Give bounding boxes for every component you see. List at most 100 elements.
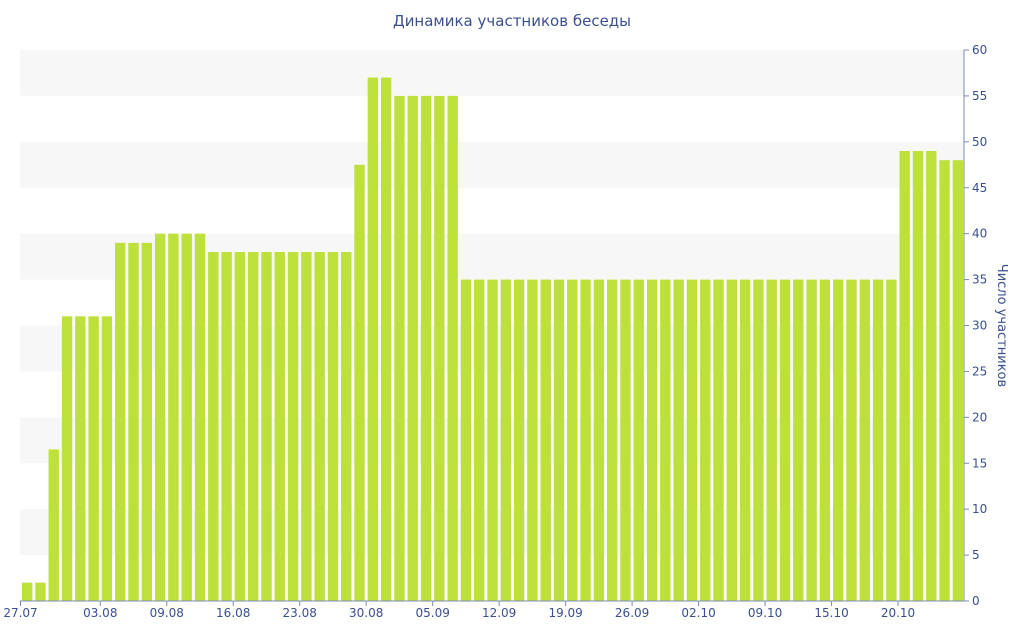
bar[interactable] (553, 279, 565, 601)
bars (21, 77, 964, 602)
bar[interactable] (779, 279, 791, 601)
bar[interactable] (168, 233, 179, 601)
bar[interactable] (141, 242, 152, 601)
bar[interactable] (567, 279, 578, 601)
bar[interactable] (912, 151, 924, 601)
y-tick-label: 30 (972, 319, 987, 333)
bar[interactable] (660, 279, 671, 601)
bar[interactable] (766, 279, 777, 601)
y-tick-label: 20 (972, 410, 987, 424)
bar[interactable] (739, 279, 751, 601)
bar[interactable] (367, 77, 379, 602)
y-tick-label: 25 (972, 364, 987, 378)
bar[interactable] (926, 151, 937, 601)
y-axis-ticks: 0 5 10 15 20 25 30 35 40 45 50 55 60 (964, 43, 987, 608)
bar[interactable] (540, 279, 551, 601)
bar[interactable] (620, 279, 631, 601)
bar[interactable] (806, 279, 817, 601)
x-tick-label: 09.08 (150, 606, 184, 620)
bar[interactable] (580, 279, 591, 601)
bar[interactable] (527, 279, 538, 601)
bar[interactable] (101, 316, 113, 601)
bar[interactable] (287, 252, 299, 602)
y-axis-label: Число участников (994, 264, 1009, 387)
bar[interactable] (434, 95, 445, 602)
bar[interactable] (327, 252, 339, 602)
bar[interactable] (593, 279, 605, 601)
bar[interactable] (21, 582, 33, 601)
bar[interactable] (939, 160, 950, 601)
bar[interactable] (394, 95, 405, 602)
bar[interactable] (633, 279, 644, 601)
bar[interactable] (380, 77, 392, 602)
bar[interactable] (208, 252, 219, 602)
bar[interactable] (247, 252, 259, 602)
bar[interactable] (500, 279, 511, 601)
x-tick-label: 03.08 (83, 606, 117, 620)
bar[interactable] (899, 151, 910, 601)
bar[interactable] (314, 252, 325, 602)
grid-band (20, 50, 964, 96)
bar[interactable] (886, 279, 897, 601)
bar[interactable] (447, 95, 458, 602)
x-tick-label: 05.09 (415, 606, 449, 620)
x-tick-label: 27.07 (3, 606, 37, 620)
bar[interactable] (88, 316, 99, 601)
bar[interactable] (48, 449, 59, 601)
bar[interactable] (154, 233, 166, 601)
chart-title: Динамика участников беседы (392, 12, 632, 30)
bar[interactable] (407, 95, 418, 602)
bar[interactable] (194, 233, 206, 601)
x-axis-ticks: 27.07 03.08 09.08 16.08 23.08 30.08 05.09 12.09… (3, 601, 915, 620)
bar[interactable] (487, 279, 498, 601)
bar[interactable] (128, 242, 139, 601)
y-tick-label: 60 (972, 43, 987, 57)
bar[interactable] (261, 252, 272, 602)
x-tick-label: 15.10 (814, 606, 848, 620)
y-tick-label: 5 (972, 548, 980, 562)
bar[interactable] (753, 279, 764, 601)
bar[interactable] (274, 252, 285, 602)
bar[interactable] (859, 279, 870, 601)
y-tick-label: 35 (972, 273, 987, 287)
bar[interactable] (420, 95, 432, 602)
x-tick-label: 30.08 (349, 606, 383, 620)
x-tick-label: 20.10 (881, 606, 915, 620)
bar[interactable] (700, 279, 711, 601)
x-tick-label: 19.09 (548, 606, 582, 620)
y-tick-label: 55 (972, 89, 987, 103)
bar[interactable] (606, 279, 618, 601)
bar[interactable] (646, 279, 658, 601)
bar[interactable] (952, 160, 964, 601)
x-tick-label: 16.08 (216, 606, 250, 620)
x-tick-label: 02.10 (681, 606, 715, 620)
bar[interactable] (354, 164, 365, 601)
bar[interactable] (846, 279, 857, 601)
bar[interactable] (819, 279, 831, 601)
y-tick-label: 15 (972, 456, 987, 470)
bar[interactable] (234, 252, 246, 602)
bar[interactable] (673, 279, 684, 601)
bar[interactable] (460, 279, 472, 601)
bar[interactable] (793, 279, 804, 601)
grid-band (20, 141, 964, 188)
y-tick-label: 45 (972, 181, 987, 195)
bar[interactable] (221, 252, 232, 602)
bar[interactable] (872, 279, 884, 601)
bar[interactable] (713, 279, 724, 601)
bar[interactable] (686, 279, 698, 601)
bar[interactable] (833, 279, 844, 601)
bar[interactable] (301, 252, 312, 602)
bar[interactable] (75, 316, 86, 601)
bar[interactable] (61, 316, 73, 601)
bar[interactable] (181, 233, 192, 601)
bar[interactable] (35, 582, 46, 601)
bar[interactable] (115, 242, 126, 601)
bar[interactable] (513, 279, 525, 601)
bar[interactable] (474, 279, 485, 601)
x-tick-label: 12.09 (482, 606, 516, 620)
bar[interactable] (726, 279, 738, 601)
bar[interactable] (341, 252, 352, 602)
